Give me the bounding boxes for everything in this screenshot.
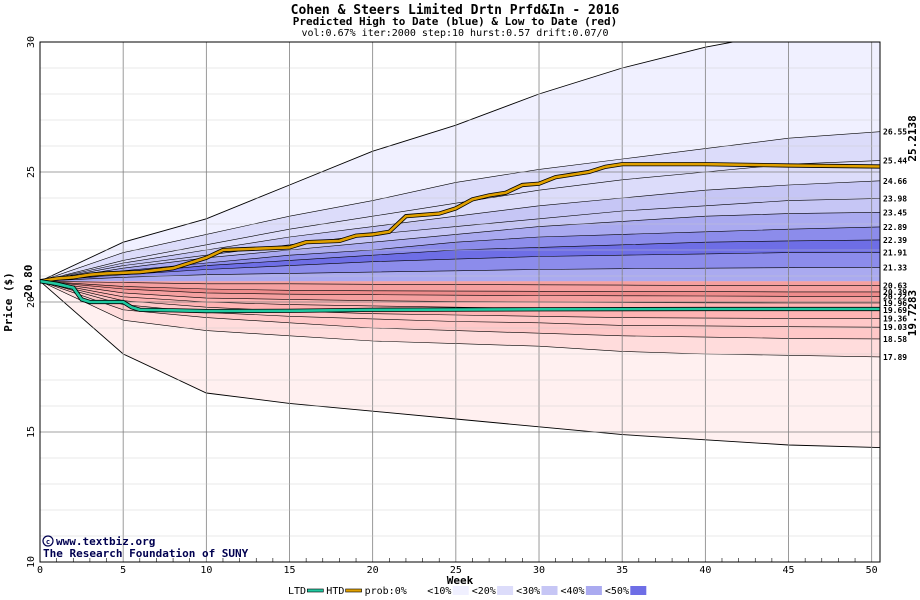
low-band-7 [40,281,880,297]
x-tick-label-4: 20 [367,565,379,576]
x-axis-label: Week [447,574,474,587]
level-label-16: 20.22 [883,292,907,301]
y-tick-label-3: 25 [26,166,37,178]
x-tick-label-7: 35 [616,565,628,576]
x-tick-label-1: 5 [120,565,126,576]
low-band-3 [40,281,880,328]
level-labels: 26.55 25.44 24.66 23.98 23.45 22.89 22.39 21.91… [883,128,907,362]
low-band-1 [40,281,880,357]
level-label-13: 19.36 [883,315,907,324]
copyright-c: c [46,538,50,546]
y-tick-label-4: 30 [26,36,37,48]
high-band-5 [40,212,880,282]
level-label-7: 21.91 [883,248,907,257]
legend-label-0: LTD [288,586,306,597]
legend-swatch-6 [585,586,602,595]
high-band-9 [40,267,880,286]
y-axis-label: Price ($) [2,272,15,332]
legend-swatch-0 [306,588,324,593]
level-label-10: 17.89 [883,353,907,362]
level-label-5: 22.89 [883,223,907,232]
x-tick-labels: 0 5 10 15 20 25 30 35 40 45 50 [37,565,878,576]
x-tick-label-0: 0 [37,565,43,576]
legend-swatch-7 [630,586,647,595]
x-tick-label-8: 40 [699,565,711,576]
level-label-6: 22.39 [883,236,907,245]
legend-label-4: <20% [472,586,496,597]
legend-swatch-1 [345,588,362,593]
high-band-3 [40,180,880,282]
level-label-12: 19.03 [883,323,907,332]
level-label-0: 26.55 [883,128,907,137]
y-tick-labels: 10 15 20 25 30 [26,36,37,568]
high-band-7 [40,239,880,282]
level-label-3: 23.98 [883,195,907,204]
plot-frame [39,41,881,563]
y-tick-label-0: 10 [26,556,37,568]
legend-label-7: <50% [605,586,629,597]
x-tick-label-5: 25 [450,565,462,576]
legend-label-3: <10% [427,586,451,597]
legend-label-1: HTD [326,586,344,597]
legend-swatch-2 [408,586,425,595]
legend: LTD HTD prob:0% <10% <20% <30% <40% <50% [288,586,647,597]
credit: c www.textbiz.org The Research Foundatio… [42,535,249,560]
y-tick-label-2: 20 [26,296,37,308]
level-label-9: 20.63 [883,282,907,291]
chart-title: Cohen & Steers Limited Drtn Prfd&In - 20… [291,3,620,18]
high-band-2 [40,160,880,282]
level-label-11: 18.58 [883,335,907,344]
level-label-15: 19.96 [883,299,907,308]
high-final-label: 25.2138 [906,115,919,161]
low-final-label: 19.7283 [906,290,919,336]
x-tick-label-9: 45 [782,565,794,576]
paths [40,162,880,314]
x-tick-label-10: 50 [866,565,878,576]
level-label-4: 23.45 [883,208,907,217]
high-band-1 [40,131,880,282]
high-band-0 [40,42,880,282]
low-band-6 [40,281,880,303]
credit-url: www.textbiz.org [56,535,155,548]
probability-bands [40,42,880,448]
level-label-1: 25.44 [883,157,907,166]
grid [39,42,880,562]
copyright-icon [42,535,54,547]
chart-params: vol:0.67% iter:2000 step:10 hurst:0.57 d… [301,28,608,39]
x-tick-label-6: 30 [533,565,545,576]
high-band-6 [40,226,880,282]
high-band-4 [40,198,880,282]
legend-label-6: <40% [561,586,585,597]
legend-swatch-3 [452,586,469,595]
level-label-14: 19.69 [883,306,907,315]
legend-swatch-4 [497,586,514,595]
level-label-17: 20.39 [883,288,907,297]
y-tick-label-1: 15 [26,426,37,438]
x-tick-label-2: 10 [200,565,212,576]
level-label-8: 21.33 [883,263,907,272]
credit-org: The Research Foundation of SUNY [43,547,249,560]
ltd-line [40,279,880,313]
chart-subtitle: Predicted High to Date (blue) & Low to D… [293,15,618,28]
level-label-2: 24.66 [883,177,907,186]
legend-label-5: <30% [516,586,540,597]
x-tick-label-3: 15 [283,565,295,576]
low-band-2 [40,281,880,339]
legend-swatch-5 [541,586,558,595]
legend-label-2: prob:0% [365,586,407,597]
htd-line [40,162,880,283]
start-price-label: 20.80 [22,265,35,298]
